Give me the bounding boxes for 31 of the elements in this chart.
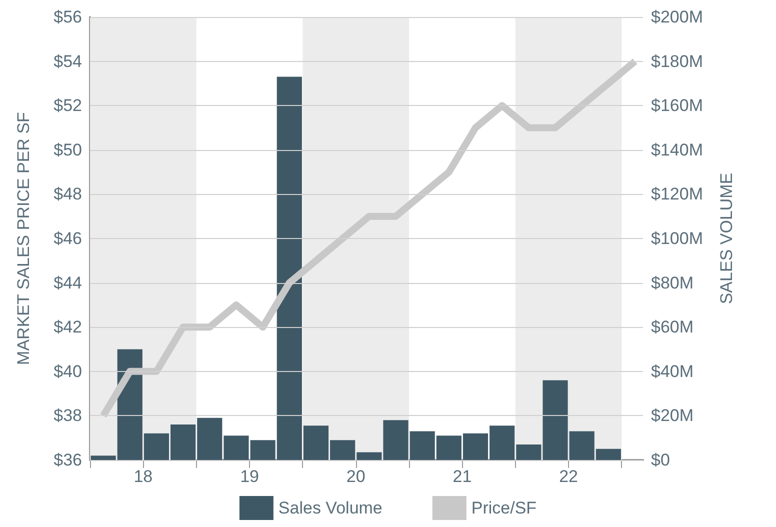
y2-tick-label: $180M (651, 52, 703, 71)
x-tick-label: 20 (346, 467, 366, 486)
y-tick-label: $46 (54, 229, 82, 248)
y-tick-label: $44 (54, 273, 82, 292)
y2-tick-label: $120M (651, 184, 703, 204)
y-axis-title: MARKET SALES PRICE PER SF (14, 112, 33, 365)
y2-tick-label: $0 (651, 450, 670, 470)
y-tick-label: $42 (54, 318, 82, 337)
y2-tick-label: $160M (651, 96, 703, 116)
y-tick-label: $56 (54, 8, 82, 26)
y-tick-label: $50 (54, 140, 82, 160)
y2-tick-label: $140M (651, 140, 703, 160)
y2-tick-label: $100M (651, 229, 703, 248)
x-tick-label: 18 (134, 467, 153, 486)
y2-tick-label: $60M (651, 318, 694, 337)
x-tick-label: 21 (452, 467, 472, 486)
y2-tick-label: $80M (651, 273, 694, 292)
y2-axis-title: SALES VOLUME (717, 172, 736, 304)
y2-tick-label: $200M (651, 8, 703, 26)
y-tick-label: $40 (54, 362, 82, 381)
y-tick-label: $48 (54, 184, 82, 204)
legend-label: Sales Volume (278, 498, 382, 518)
legend-label: Price/SF (471, 498, 537, 518)
y-tick-label: $36 (54, 450, 82, 470)
y-tick-label: $38 (54, 406, 82, 426)
y-tick-label: $52 (54, 96, 82, 116)
y2-tick-label: $20M (651, 406, 694, 426)
y2-tick-label: $40M (651, 362, 694, 381)
y-tick-label: $54 (54, 52, 82, 71)
x-tick-label: 22 (559, 467, 578, 486)
x-tick-label: 19 (240, 467, 259, 486)
